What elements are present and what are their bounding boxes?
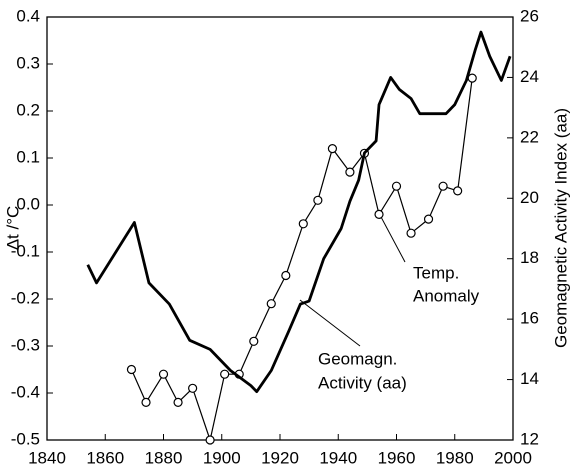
y2-tick-label: 18 xyxy=(520,248,539,267)
data-point xyxy=(327,144,338,154)
y-tick-label: 0.4 xyxy=(16,6,40,25)
data-point xyxy=(220,369,230,379)
data-point xyxy=(374,209,384,219)
data-point xyxy=(173,397,183,407)
x-tick-label: 1920 xyxy=(261,448,299,467)
data-point xyxy=(298,219,308,229)
series-line xyxy=(86,30,512,394)
data-point xyxy=(205,435,215,445)
data-point xyxy=(406,228,416,238)
y2-tick-label: 12 xyxy=(520,429,539,448)
plot-frame xyxy=(46,16,514,441)
y-tick-label: -0.5 xyxy=(11,429,40,448)
annotation-pointer xyxy=(299,299,361,347)
y2-tick-label: 16 xyxy=(520,309,539,328)
x-tick-label: 1960 xyxy=(378,448,416,467)
annotation: Temp. xyxy=(413,263,459,282)
x-tick-label: 1900 xyxy=(203,448,241,467)
data-point xyxy=(126,364,137,375)
y-tick-label: 0.2 xyxy=(16,100,40,119)
data-point xyxy=(345,167,355,177)
data-point xyxy=(158,369,169,379)
x-tick-label: 1840 xyxy=(28,448,66,467)
y2-tick-label: 14 xyxy=(520,369,539,388)
x-tick-label: 2000 xyxy=(494,448,532,467)
y-tick-label: 0.0 xyxy=(16,194,40,213)
data-point xyxy=(188,383,198,393)
y2-tick-label: 22 xyxy=(520,127,539,146)
y2-tick-label: 20 xyxy=(520,188,539,207)
data-point xyxy=(467,73,477,83)
y2-tick-label: 24 xyxy=(520,67,539,86)
annotation: Activity (aa) xyxy=(318,373,407,392)
annotation-pointer xyxy=(379,214,406,263)
y2-tick-label: 26 xyxy=(520,6,539,25)
y-tick-label: 0.1 xyxy=(16,147,40,166)
data-point xyxy=(391,181,402,191)
y-tick-label: -0.1 xyxy=(11,241,40,260)
x-tick-label: 1880 xyxy=(145,448,183,467)
y-tick-label: 0.3 xyxy=(16,53,40,72)
y-tick-label: -0.2 xyxy=(11,288,40,307)
x-tick-label: 1940 xyxy=(319,448,357,467)
data-point xyxy=(249,336,259,346)
y-tick-label: -0.4 xyxy=(11,382,40,401)
data-point xyxy=(453,186,463,196)
data-point xyxy=(266,299,276,309)
x-tick-label: 1860 xyxy=(86,448,124,467)
data-point xyxy=(281,270,291,281)
annotation: Geomagn. xyxy=(318,349,397,368)
y-axis-label: Δt /°C xyxy=(3,206,22,251)
data-point xyxy=(313,195,323,205)
x-tick-label: 1980 xyxy=(436,448,474,467)
y2-axis-label: Geomagnetic Activity Index (aa) xyxy=(551,108,570,348)
annotation: Anomaly xyxy=(413,286,480,305)
y-tick-label: -0.3 xyxy=(11,335,40,354)
data-point xyxy=(141,397,151,407)
data-point xyxy=(423,214,434,224)
series-line xyxy=(130,78,473,441)
data-point xyxy=(438,181,448,191)
